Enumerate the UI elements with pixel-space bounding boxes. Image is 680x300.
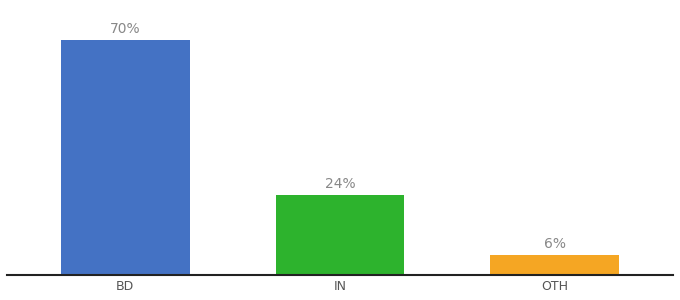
Text: 70%: 70% (109, 22, 141, 37)
Bar (275, 195, 405, 275)
Text: 6%: 6% (544, 237, 566, 251)
Text: 24%: 24% (324, 177, 356, 191)
Bar (490, 255, 619, 275)
Bar (61, 40, 190, 275)
